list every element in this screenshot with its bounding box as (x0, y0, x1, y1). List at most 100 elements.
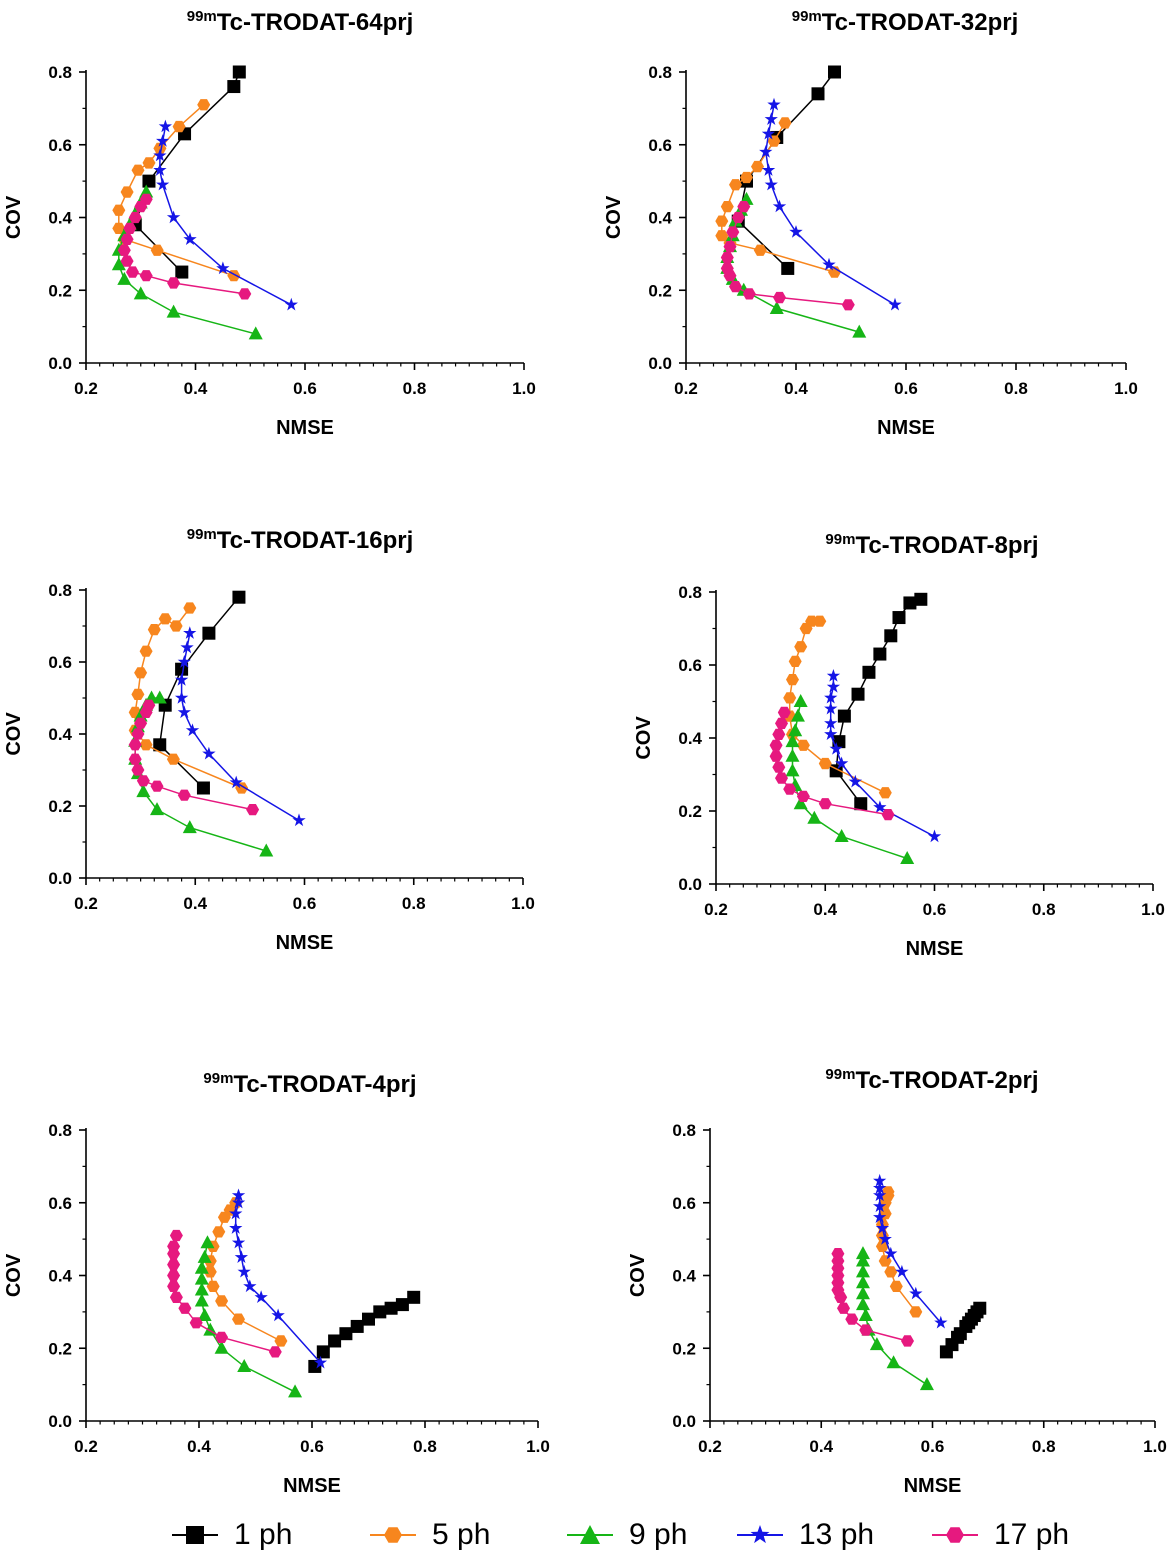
data-point-star (873, 1188, 887, 1202)
data-point-hexagon (134, 717, 148, 729)
data-point-square (837, 709, 851, 723)
series-1ph (731, 65, 841, 275)
data-point-triangle (785, 748, 800, 762)
chart-title-superscript: 99m (203, 1070, 233, 1087)
data-point-hexagon (878, 787, 892, 799)
data-point-hexagon (720, 251, 734, 264)
data-point-triangle (793, 694, 808, 707)
data-point-hexagon (139, 645, 153, 657)
data-point-star (789, 225, 803, 238)
data-point-hexagon (274, 1335, 288, 1347)
data-point-hexagon (901, 1335, 914, 1347)
data-point-square (350, 1319, 364, 1333)
data-point-hexagon (796, 790, 810, 802)
data-point-triangle (152, 690, 167, 704)
y-tick-label: 0.8 (678, 583, 702, 602)
data-point-square (884, 629, 898, 643)
data-point-hexagon (731, 211, 745, 224)
y-tick-label: 0.4 (648, 209, 672, 228)
data-point-hexagon (740, 171, 753, 184)
y-tick-label: 0.0 (648, 354, 672, 373)
data-point-star (927, 829, 942, 843)
legend-label: 9 ph (629, 1518, 688, 1551)
chart-title: 99mTc-TRODAT-16prj (187, 526, 413, 554)
x-tick-label: 0.2 (74, 1437, 98, 1456)
legend-marker-hexagon (370, 1527, 416, 1543)
data-point-star (231, 1188, 246, 1202)
series-1ph (308, 1290, 421, 1373)
x-tick-label: 0.6 (921, 1437, 945, 1456)
x-tick-label: 0.8 (413, 1437, 437, 1456)
data-point-triangle (790, 708, 805, 722)
y-axis-label: COV (633, 716, 655, 760)
data-point-star (183, 232, 197, 245)
series-5ph (112, 99, 241, 282)
y-tick-label: 0.2 (648, 281, 672, 300)
data-point-star (243, 1279, 257, 1293)
y-axis-label: COV (603, 195, 625, 239)
x-tick-label: 0.2 (704, 900, 728, 919)
data-point-square (781, 261, 795, 275)
data-point-hexagon (158, 613, 172, 625)
y-tick-label: 0.6 (48, 1194, 72, 1213)
data-point-square (196, 781, 210, 795)
data-point-hexagon (117, 244, 131, 256)
data-point-square (339, 1327, 353, 1341)
data-point-star (231, 1235, 246, 1249)
y-tick-label: 0.8 (648, 63, 672, 82)
data-point-square (175, 662, 189, 676)
chart-title-superscript: 99m (187, 8, 217, 25)
y-tick-label: 0.4 (672, 1267, 696, 1286)
data-point-square (828, 65, 841, 79)
data-point-hexagon (909, 1306, 923, 1318)
data-point-hexagon (805, 615, 819, 627)
x-tick-label: 0.4 (183, 894, 207, 913)
data-point-star (895, 1264, 909, 1278)
data-point-hexagon (875, 1240, 889, 1252)
series-13ph (824, 669, 942, 843)
series-17ph (769, 706, 895, 821)
data-point-star (313, 1355, 328, 1369)
data-point-hexagon (723, 241, 737, 253)
data-point-hexagon (134, 667, 148, 679)
data-point-star (174, 673, 189, 686)
data-point-triangle (886, 1355, 901, 1369)
data-point-triangle (182, 820, 197, 834)
data-point-hexagon (139, 270, 153, 282)
data-point-hexagon (742, 288, 756, 300)
x-tick-label: 0.2 (698, 1437, 722, 1456)
data-point-triangle (788, 723, 803, 737)
data-point-hexagon (167, 277, 181, 289)
data-point-hexagon (720, 201, 734, 213)
data-point-star (177, 705, 191, 719)
data-point-hexagon (845, 1313, 859, 1325)
series-5ph (715, 117, 841, 278)
data-point-square (395, 1298, 409, 1312)
series-17ph (720, 201, 855, 311)
data-point-square (892, 611, 906, 625)
y-tick-label: 0.6 (672, 1194, 696, 1213)
x-tick-label: 1.0 (511, 894, 535, 913)
data-point-square (373, 1305, 387, 1319)
data-point-hexagon (786, 674, 799, 686)
data-point-square (384, 1301, 398, 1315)
data-point-triangle (855, 1297, 870, 1311)
data-point-hexagon (878, 1255, 892, 1267)
chart-title-superscript: 99m (825, 1066, 855, 1083)
data-point-star (826, 679, 841, 693)
data-point-star (829, 742, 843, 755)
data-point-hexagon (773, 291, 786, 304)
data-point-hexagon (831, 1248, 845, 1260)
y-tick-label: 0.0 (672, 1412, 696, 1431)
x-tick-label: 0.4 (813, 900, 837, 919)
legend-item-5ph: 5 ph (368, 1510, 490, 1560)
data-point-hexagon (837, 1302, 850, 1314)
y-tick-label: 0.0 (48, 1412, 72, 1431)
data-point-triangle (136, 784, 151, 798)
data-point-hexagon (246, 804, 260, 816)
data-point-square (175, 265, 189, 279)
y-tick-label: 0.2 (672, 1339, 696, 1358)
data-point-hexagon (142, 699, 156, 711)
